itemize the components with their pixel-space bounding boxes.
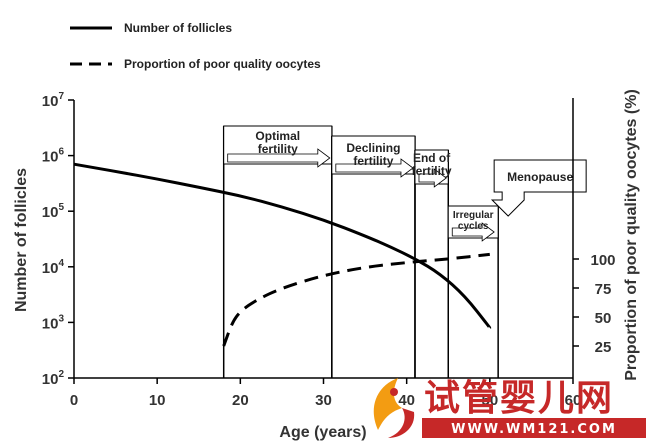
right-axis-title: Proportion of poor quality oocytes (%) <box>623 89 640 381</box>
phase-label: cycles <box>458 221 489 232</box>
watermark-url: WWW.WM121.COM <box>451 422 617 437</box>
watermark-url-bar <box>422 418 646 438</box>
left-y-tick-label: 103 <box>42 313 65 332</box>
series-follicles-line <box>73 162 492 330</box>
phase-label: fertility <box>412 164 452 178</box>
x-tick-label: 0 <box>70 392 78 409</box>
x-tick-label: 30 <box>315 392 332 409</box>
x-axis-title: Age (years) <box>279 424 366 441</box>
phase-label: Declining <box>346 141 400 155</box>
phase-arrow <box>227 148 331 168</box>
phase-label: fertility <box>353 154 393 168</box>
left-y-tick-label: 106 <box>42 147 65 166</box>
phase-arrow <box>418 168 447 188</box>
phase-label: Optimal <box>255 129 300 143</box>
phase-label: Irregular <box>453 210 494 221</box>
legend: Number of follicles Proportion of poor q… <box>70 21 321 71</box>
legend-label-oocytes: Proportion of poor quality oocytes <box>124 57 321 71</box>
left-y-tick-label: 104 <box>42 258 65 277</box>
watermark-logo <box>373 378 415 438</box>
left-y-tick-label: 107 <box>42 91 65 110</box>
phase-arrow <box>335 158 414 178</box>
right-y-ticks: 25 50 75 100 <box>573 252 616 356</box>
x-tick-label: 10 <box>149 392 166 409</box>
phase-label: Menopause <box>507 170 573 184</box>
series-oocytes-line <box>222 252 490 347</box>
x-ticks: 0 10 20 30 40 50 60 <box>70 378 582 409</box>
right-y-tick-label: 50 <box>595 310 612 327</box>
phase-callout-box <box>490 159 587 217</box>
left-y-tick-label: 102 <box>42 369 65 388</box>
left-axis-title: Number of follicles <box>13 168 30 312</box>
legend-label-follicles: Number of follicles <box>124 21 232 35</box>
phase-arrow <box>451 222 495 242</box>
phase-menopause: Menopause <box>490 159 587 217</box>
right-y-tick-label: 75 <box>595 281 612 298</box>
right-y-tick-label: 25 <box>595 339 612 356</box>
phase-label: fertility <box>258 142 298 156</box>
x-tick-label: 40 <box>398 392 415 409</box>
right-y-tick-label: 100 <box>590 252 615 269</box>
x-tick-label: 20 <box>232 392 249 409</box>
watermark: 试管婴儿网 WWW.WM121.COM <box>373 378 646 438</box>
left-y-ticks: 102 103 104 105 106 107 <box>42 91 74 388</box>
x-tick-label: 60 <box>565 392 582 409</box>
left-y-tick-label: 105 <box>42 202 65 221</box>
x-tick-label: 50 <box>481 392 498 409</box>
watermark-brand: 试管婴儿网 <box>424 378 614 419</box>
phase-label: End of <box>413 151 451 165</box>
series <box>73 162 492 347</box>
